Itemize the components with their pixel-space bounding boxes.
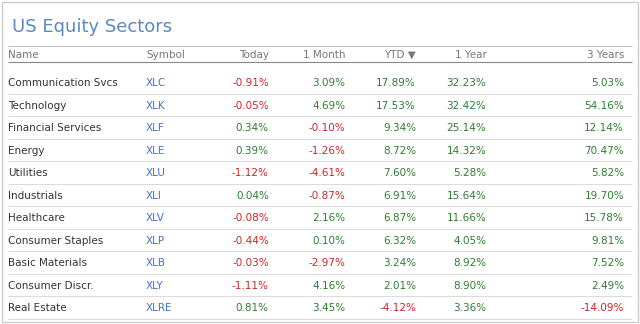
Text: 17.53%: 17.53% [376,101,416,111]
Text: Utilities: Utilities [8,168,47,178]
Text: Industrials: Industrials [8,191,63,201]
Text: XLI: XLI [146,191,162,201]
Text: 8.72%: 8.72% [383,146,416,156]
Text: Basic Materials: Basic Materials [8,258,86,268]
Text: 6.87%: 6.87% [383,213,416,223]
Text: 0.81%: 0.81% [236,303,269,313]
Text: -0.91%: -0.91% [232,78,269,88]
Text: 0.39%: 0.39% [236,146,269,156]
Text: Real Estate: Real Estate [8,303,67,313]
Text: Financial Services: Financial Services [8,123,101,133]
Text: 4.05%: 4.05% [453,236,486,246]
Text: -0.44%: -0.44% [232,236,269,246]
Text: XLF: XLF [146,123,164,133]
Text: XLY: XLY [146,281,164,291]
Text: XLRE: XLRE [146,303,172,313]
Text: -0.05%: -0.05% [232,101,269,111]
Text: 12.14%: 12.14% [584,123,624,133]
Text: 15.64%: 15.64% [447,191,486,201]
Text: 3.09%: 3.09% [312,78,346,88]
Text: -4.12%: -4.12% [379,303,416,313]
Text: 2.49%: 2.49% [591,281,624,291]
Text: 2.01%: 2.01% [383,281,416,291]
Text: -0.08%: -0.08% [232,213,269,223]
Text: 9.34%: 9.34% [383,123,416,133]
Text: 70.47%: 70.47% [584,146,624,156]
Text: XLB: XLB [146,258,166,268]
Text: 14.32%: 14.32% [447,146,486,156]
Text: Technology: Technology [8,101,66,111]
Text: 0.10%: 0.10% [313,236,346,246]
Text: -0.10%: -0.10% [309,123,346,133]
Text: 5.03%: 5.03% [591,78,624,88]
Text: 19.70%: 19.70% [584,191,624,201]
Text: 3 Years: 3 Years [587,50,624,60]
Text: Healthcare: Healthcare [8,213,65,223]
Text: XLC: XLC [146,78,166,88]
Text: Symbol: Symbol [146,50,185,60]
Text: 0.34%: 0.34% [236,123,269,133]
Text: 11.66%: 11.66% [447,213,486,223]
Text: 8.92%: 8.92% [453,258,486,268]
Text: Name: Name [8,50,38,60]
Text: Today: Today [239,50,269,60]
Text: 7.52%: 7.52% [591,258,624,268]
Text: 32.23%: 32.23% [447,78,486,88]
Text: -2.97%: -2.97% [308,258,346,268]
Text: US Equity Sectors: US Equity Sectors [12,18,172,36]
Text: 4.69%: 4.69% [312,101,346,111]
Text: 5.82%: 5.82% [591,168,624,178]
Text: 9.81%: 9.81% [591,236,624,246]
Text: Consumer Staples: Consumer Staples [8,236,103,246]
Text: 1 Year: 1 Year [454,50,486,60]
Text: Consumer Discr.: Consumer Discr. [8,281,93,291]
Text: 3.24%: 3.24% [383,258,416,268]
Text: -1.12%: -1.12% [232,168,269,178]
Text: XLE: XLE [146,146,165,156]
Text: 2.16%: 2.16% [312,213,346,223]
Text: 1 Month: 1 Month [303,50,346,60]
Text: XLV: XLV [146,213,164,223]
Text: Communication Svcs: Communication Svcs [8,78,117,88]
Text: 25.14%: 25.14% [447,123,486,133]
Text: 32.42%: 32.42% [447,101,486,111]
Text: XLK: XLK [146,101,166,111]
Text: 6.91%: 6.91% [383,191,416,201]
Text: XLP: XLP [146,236,165,246]
Text: -0.87%: -0.87% [309,191,346,201]
Text: 5.28%: 5.28% [453,168,486,178]
Text: 0.04%: 0.04% [236,191,269,201]
Text: 7.60%: 7.60% [383,168,416,178]
Text: 54.16%: 54.16% [584,101,624,111]
Text: 3.45%: 3.45% [312,303,346,313]
Text: -0.03%: -0.03% [232,258,269,268]
Text: 3.36%: 3.36% [453,303,486,313]
Text: 4.16%: 4.16% [312,281,346,291]
Text: XLU: XLU [146,168,166,178]
Text: -1.26%: -1.26% [308,146,346,156]
Text: YTD ▼: YTD ▼ [384,50,416,60]
Text: -1.11%: -1.11% [232,281,269,291]
Text: -4.61%: -4.61% [308,168,346,178]
Text: -14.09%: -14.09% [580,303,624,313]
Text: 8.90%: 8.90% [453,281,486,291]
Text: 15.78%: 15.78% [584,213,624,223]
Text: Energy: Energy [8,146,44,156]
Text: 17.89%: 17.89% [376,78,416,88]
Text: 6.32%: 6.32% [383,236,416,246]
